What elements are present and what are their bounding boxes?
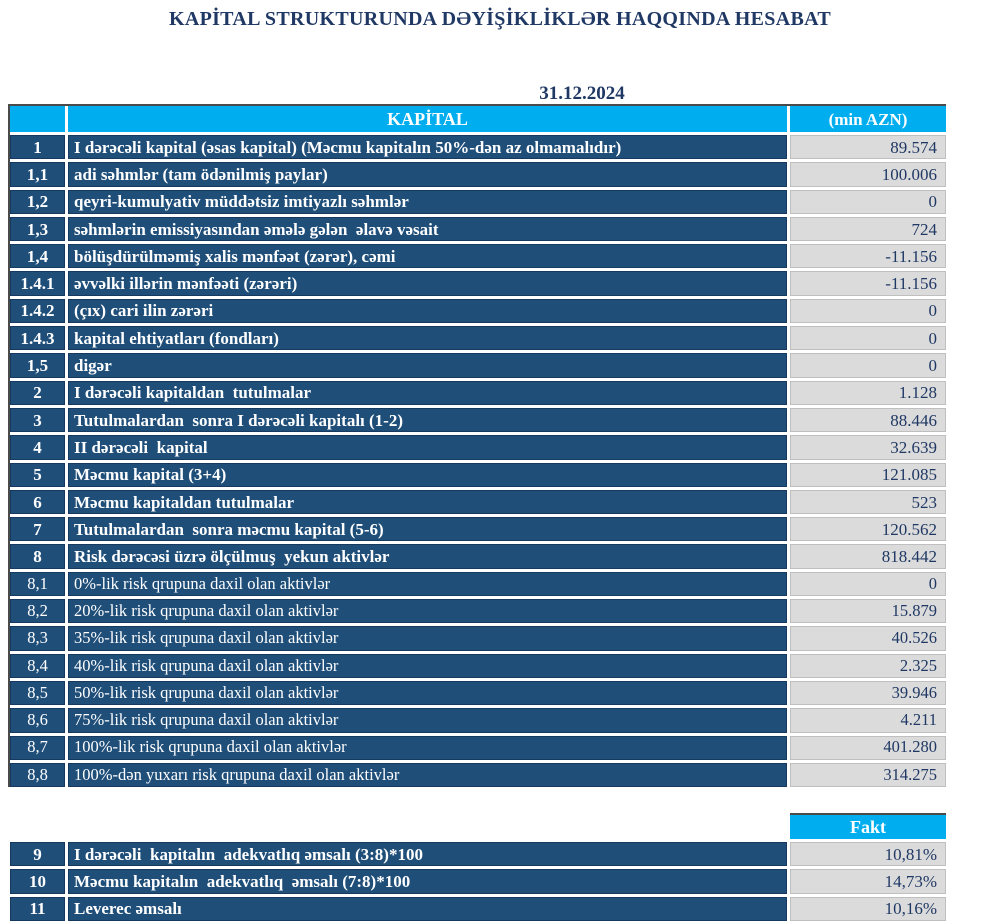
row-label-cell: 35%-lik risk qrupuna daxil olan aktivlər <box>68 626 787 651</box>
row-label-cell: Risk dərəcəsi üzrə ölçülmuş yekun aktivl… <box>68 544 787 569</box>
row-label-cell: qeyri-kumulyativ müddətsiz imtiyazlı səh… <box>68 189 787 214</box>
report-date: 31.12.2024 <box>539 83 625 104</box>
row-number-cell: 1,3 <box>10 216 65 242</box>
row-number-cell: 1.4.1 <box>10 271 65 296</box>
row-value-cell: 0 <box>790 353 946 378</box>
row-value-cell: 120.562 <box>790 517 946 542</box>
row-number-cell: 8,1 <box>10 571 65 597</box>
ratios-header-spacer <box>10 813 787 839</box>
row-number-cell: 8,2 <box>10 599 65 624</box>
row-number-cell: 8,5 <box>10 680 65 706</box>
row-value-cell: 121.085 <box>790 462 946 487</box>
row-label-cell: əvvəlki illərin mənfəəti (zərəri) <box>68 271 787 296</box>
row-label-cell: 50%-lik risk qrupuna daxil olan aktivlər <box>68 680 787 706</box>
row-label-cell: 100%-lik risk qrupuna daxil olan aktivlə… <box>68 735 787 760</box>
row-label-cell: I dərəcəli kapital (əsas kapital) (Məcmu… <box>68 135 787 160</box>
row-number-cell: 3 <box>10 407 65 433</box>
row-label-cell: Tutulmalardan sonra I dərəcəli kapitalı … <box>68 407 787 433</box>
row-label-cell: 20%-lik risk qrupuna daxil olan aktivlər <box>68 599 787 624</box>
row-label-cell: adi səhmlər (tam ödənilmiş paylar) <box>68 162 787 187</box>
kapital-header-cell: KAPİTAL <box>68 106 787 132</box>
row-number-cell: 11 <box>10 896 65 921</box>
row-value-cell: -11.156 <box>790 244 946 269</box>
row-value-cell: 2.325 <box>790 653 946 678</box>
row-label-cell: Məcmu kapital (3+4) <box>68 462 787 487</box>
row-label-cell: bölüşdürülməmiş xalis mənfəət (zərər), c… <box>68 244 787 269</box>
row-number-cell: 2 <box>10 380 65 405</box>
row-value-cell: 523 <box>790 489 946 515</box>
row-value-cell: 314.275 <box>790 762 946 788</box>
row-label-cell: 75%-lik risk qrupuna daxil olan aktivlər <box>68 708 787 733</box>
row-number-cell: 1,4 <box>10 244 65 269</box>
row-label-cell: II dərəcəli kapital <box>68 435 787 460</box>
row-number-cell: 8 <box>10 544 65 569</box>
row-value-cell: 10,16% <box>790 896 946 921</box>
row-label-cell: kapital ehtiyatları (fondları) <box>68 326 787 351</box>
row-value-cell: -11.156 <box>790 271 946 296</box>
row-number-cell: 7 <box>10 517 65 542</box>
row-value-cell: 0 <box>790 326 946 351</box>
row-label-cell: səhmlərin emissiyasından əmələ gələn əla… <box>68 216 787 242</box>
row-value-cell: 4.211 <box>790 708 946 733</box>
row-label-cell: Leverec əmsalı <box>68 896 787 921</box>
row-value-cell: 0 <box>790 571 946 597</box>
row-number-cell: 8,4 <box>10 653 65 678</box>
capital-table: KAPİTAL (min AZN) 1 I dərəcəli kapital (… <box>8 104 946 788</box>
row-label-cell: Məcmu kapitalın adekvatlıq əmsalı (7:8)*… <box>68 869 787 894</box>
row-value-cell: 10,81% <box>790 842 946 867</box>
row-label-cell: 40%-lik risk qrupuna daxil olan aktivlər <box>68 653 787 678</box>
row-value-cell: 818.442 <box>790 544 946 569</box>
row-value-cell: 40.526 <box>790 626 946 651</box>
row-number-cell: 8,7 <box>10 735 65 760</box>
unit-header-cell: (min AZN) <box>790 106 946 132</box>
row-number-cell: 1,2 <box>10 189 65 214</box>
row-value-cell: 32.639 <box>790 435 946 460</box>
row-value-cell: 401.280 <box>790 735 946 760</box>
row-value-cell: 89.574 <box>790 135 946 160</box>
row-number-cell: 1,5 <box>10 353 65 378</box>
row-label-cell: (çıx) cari ilin zərəri <box>68 298 787 324</box>
row-label-cell: 0%-lik risk qrupuna daxil olan aktivlər <box>68 571 787 597</box>
report-title: KAPİTAL STRUKTURUNDA DƏYİŞİKLİKLƏR HAQQI… <box>168 8 831 30</box>
row-number-cell: 10 <box>10 869 65 894</box>
row-value-cell: 15.879 <box>790 599 946 624</box>
ratios-table: Fakt 9 I dərəcəli kapitalın adekvatlıq ə… <box>10 813 946 921</box>
row-number-cell: 9 <box>10 842 65 867</box>
row-number-cell: 8,6 <box>10 708 65 733</box>
row-number-cell: 6 <box>10 489 65 515</box>
row-label-cell: digər <box>68 353 787 378</box>
row-value-cell: 39.946 <box>790 680 946 706</box>
row-value-cell: 88.446 <box>790 407 946 433</box>
row-value-cell: 724 <box>790 216 946 242</box>
fakt-header-cell: Fakt <box>790 813 946 839</box>
row-value-cell: 0 <box>790 189 946 214</box>
row-label-cell: 100%-dən yuxarı risk qrupuna daxil olan … <box>68 762 787 788</box>
row-label-cell: Məcmu kapitaldan tutulmalar <box>68 489 787 515</box>
row-label-cell: Tutulmalardan sonra məcmu kapital (5-6) <box>68 517 787 542</box>
row-number-cell: 1.4.3 <box>10 326 65 351</box>
row-label-cell: I dərəcəli kapitalın adekvatlıq əmsalı (… <box>68 842 787 867</box>
row-number-cell: 1.4.2 <box>10 298 65 324</box>
row-value-cell: 0 <box>790 298 946 324</box>
row-value-cell: 100.006 <box>790 162 946 187</box>
row-number-cell: 8,8 <box>10 762 65 788</box>
row-number-cell: 1 <box>10 135 65 160</box>
row-number-cell: 4 <box>10 435 65 460</box>
row-value-cell: 14,73% <box>790 869 946 894</box>
row-number-cell: 8,3 <box>10 626 65 651</box>
row-number-cell: 1,1 <box>10 162 65 187</box>
row-value-cell: 1.128 <box>790 380 946 405</box>
row-label-cell: I dərəcəli kapitaldan tutulmalar <box>68 380 787 405</box>
row-number-cell: 5 <box>10 462 65 487</box>
corner-header-cell <box>10 106 65 132</box>
